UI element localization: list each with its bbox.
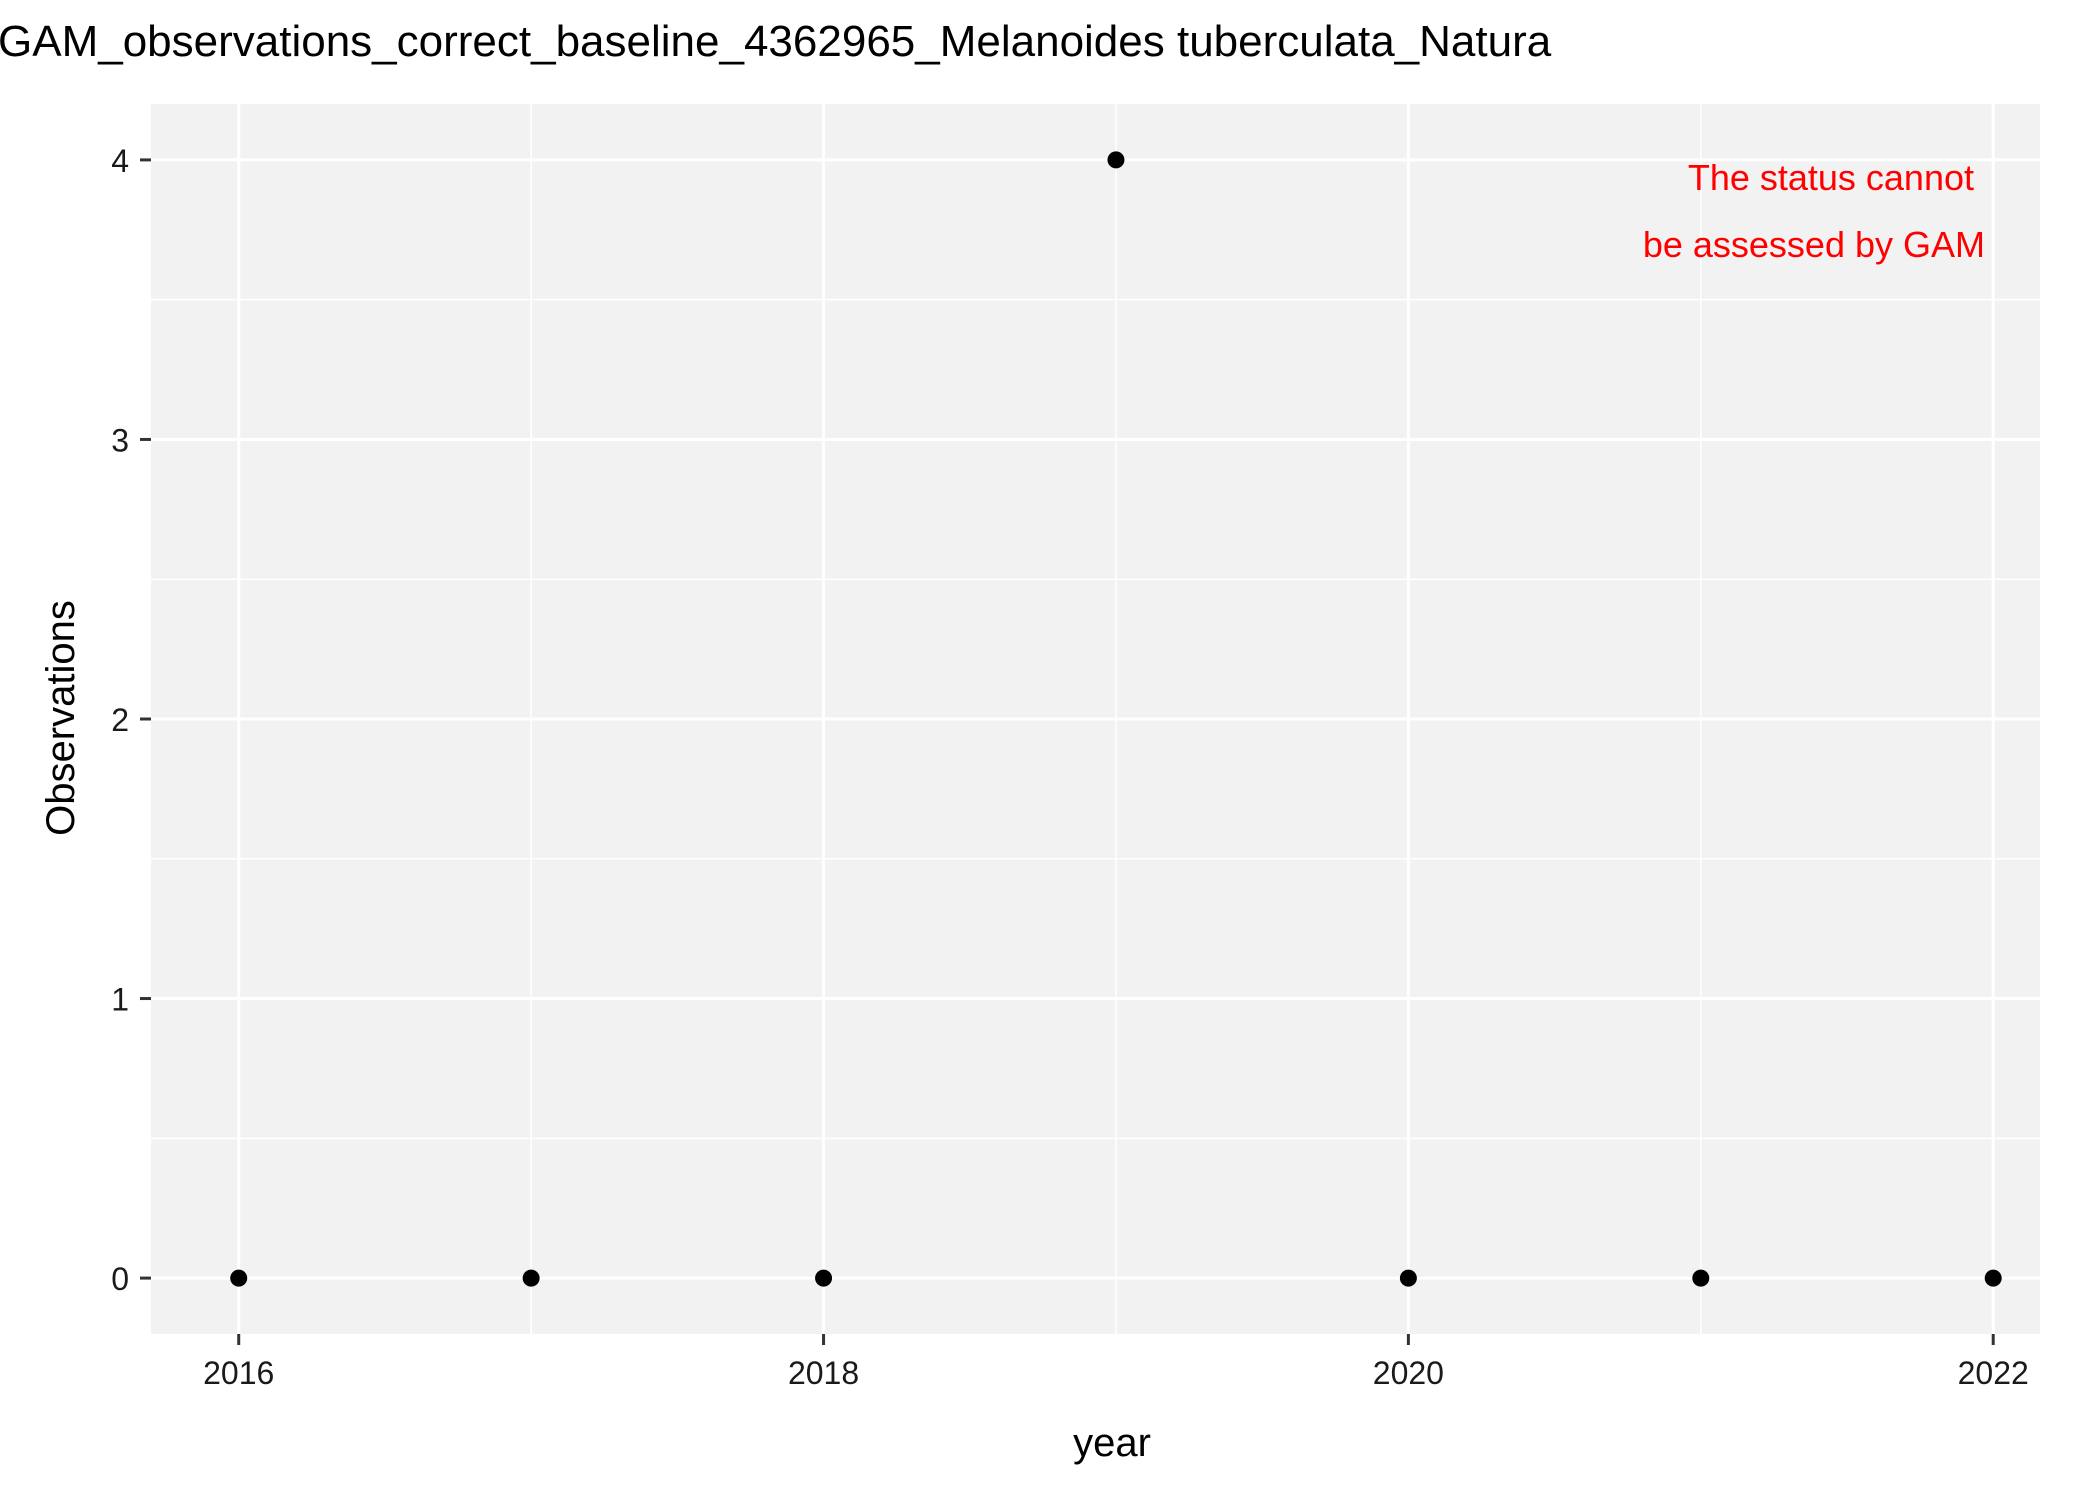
y-tick-label: 1 bbox=[111, 982, 129, 1018]
x-tick-label: 2018 bbox=[788, 1355, 859, 1391]
annotation-line-2: be assessed by GAM bbox=[1643, 224, 1985, 265]
y-tick-label: 4 bbox=[111, 143, 129, 179]
x-tick-label: 2020 bbox=[1373, 1355, 1444, 1391]
data-point bbox=[230, 1269, 248, 1287]
chart-title: GAM_observations_correct_baseline_436296… bbox=[0, 17, 1552, 66]
data-point bbox=[815, 1269, 833, 1287]
x-axis-label: year bbox=[1073, 1421, 1151, 1465]
data-point bbox=[1984, 1269, 2002, 1287]
data-point bbox=[1107, 151, 1125, 169]
x-tick-label: 2016 bbox=[203, 1355, 274, 1391]
grid-lines bbox=[151, 104, 2040, 1334]
y-tick-label: 3 bbox=[111, 422, 129, 458]
y-tick-label: 0 bbox=[111, 1261, 129, 1297]
data-points bbox=[230, 151, 2002, 1287]
data-point bbox=[1399, 1269, 1417, 1287]
axes: 0 1 2 3 4 2016 2018 2020 2022 bbox=[111, 143, 2029, 1391]
annotation-line-1: The status cannot bbox=[1688, 157, 1974, 198]
data-point bbox=[1692, 1269, 1710, 1287]
x-tick-label: 2022 bbox=[1958, 1355, 2029, 1391]
data-point bbox=[522, 1269, 540, 1287]
y-axis-label: Observations bbox=[39, 600, 83, 836]
y-tick-label: 2 bbox=[111, 702, 129, 738]
